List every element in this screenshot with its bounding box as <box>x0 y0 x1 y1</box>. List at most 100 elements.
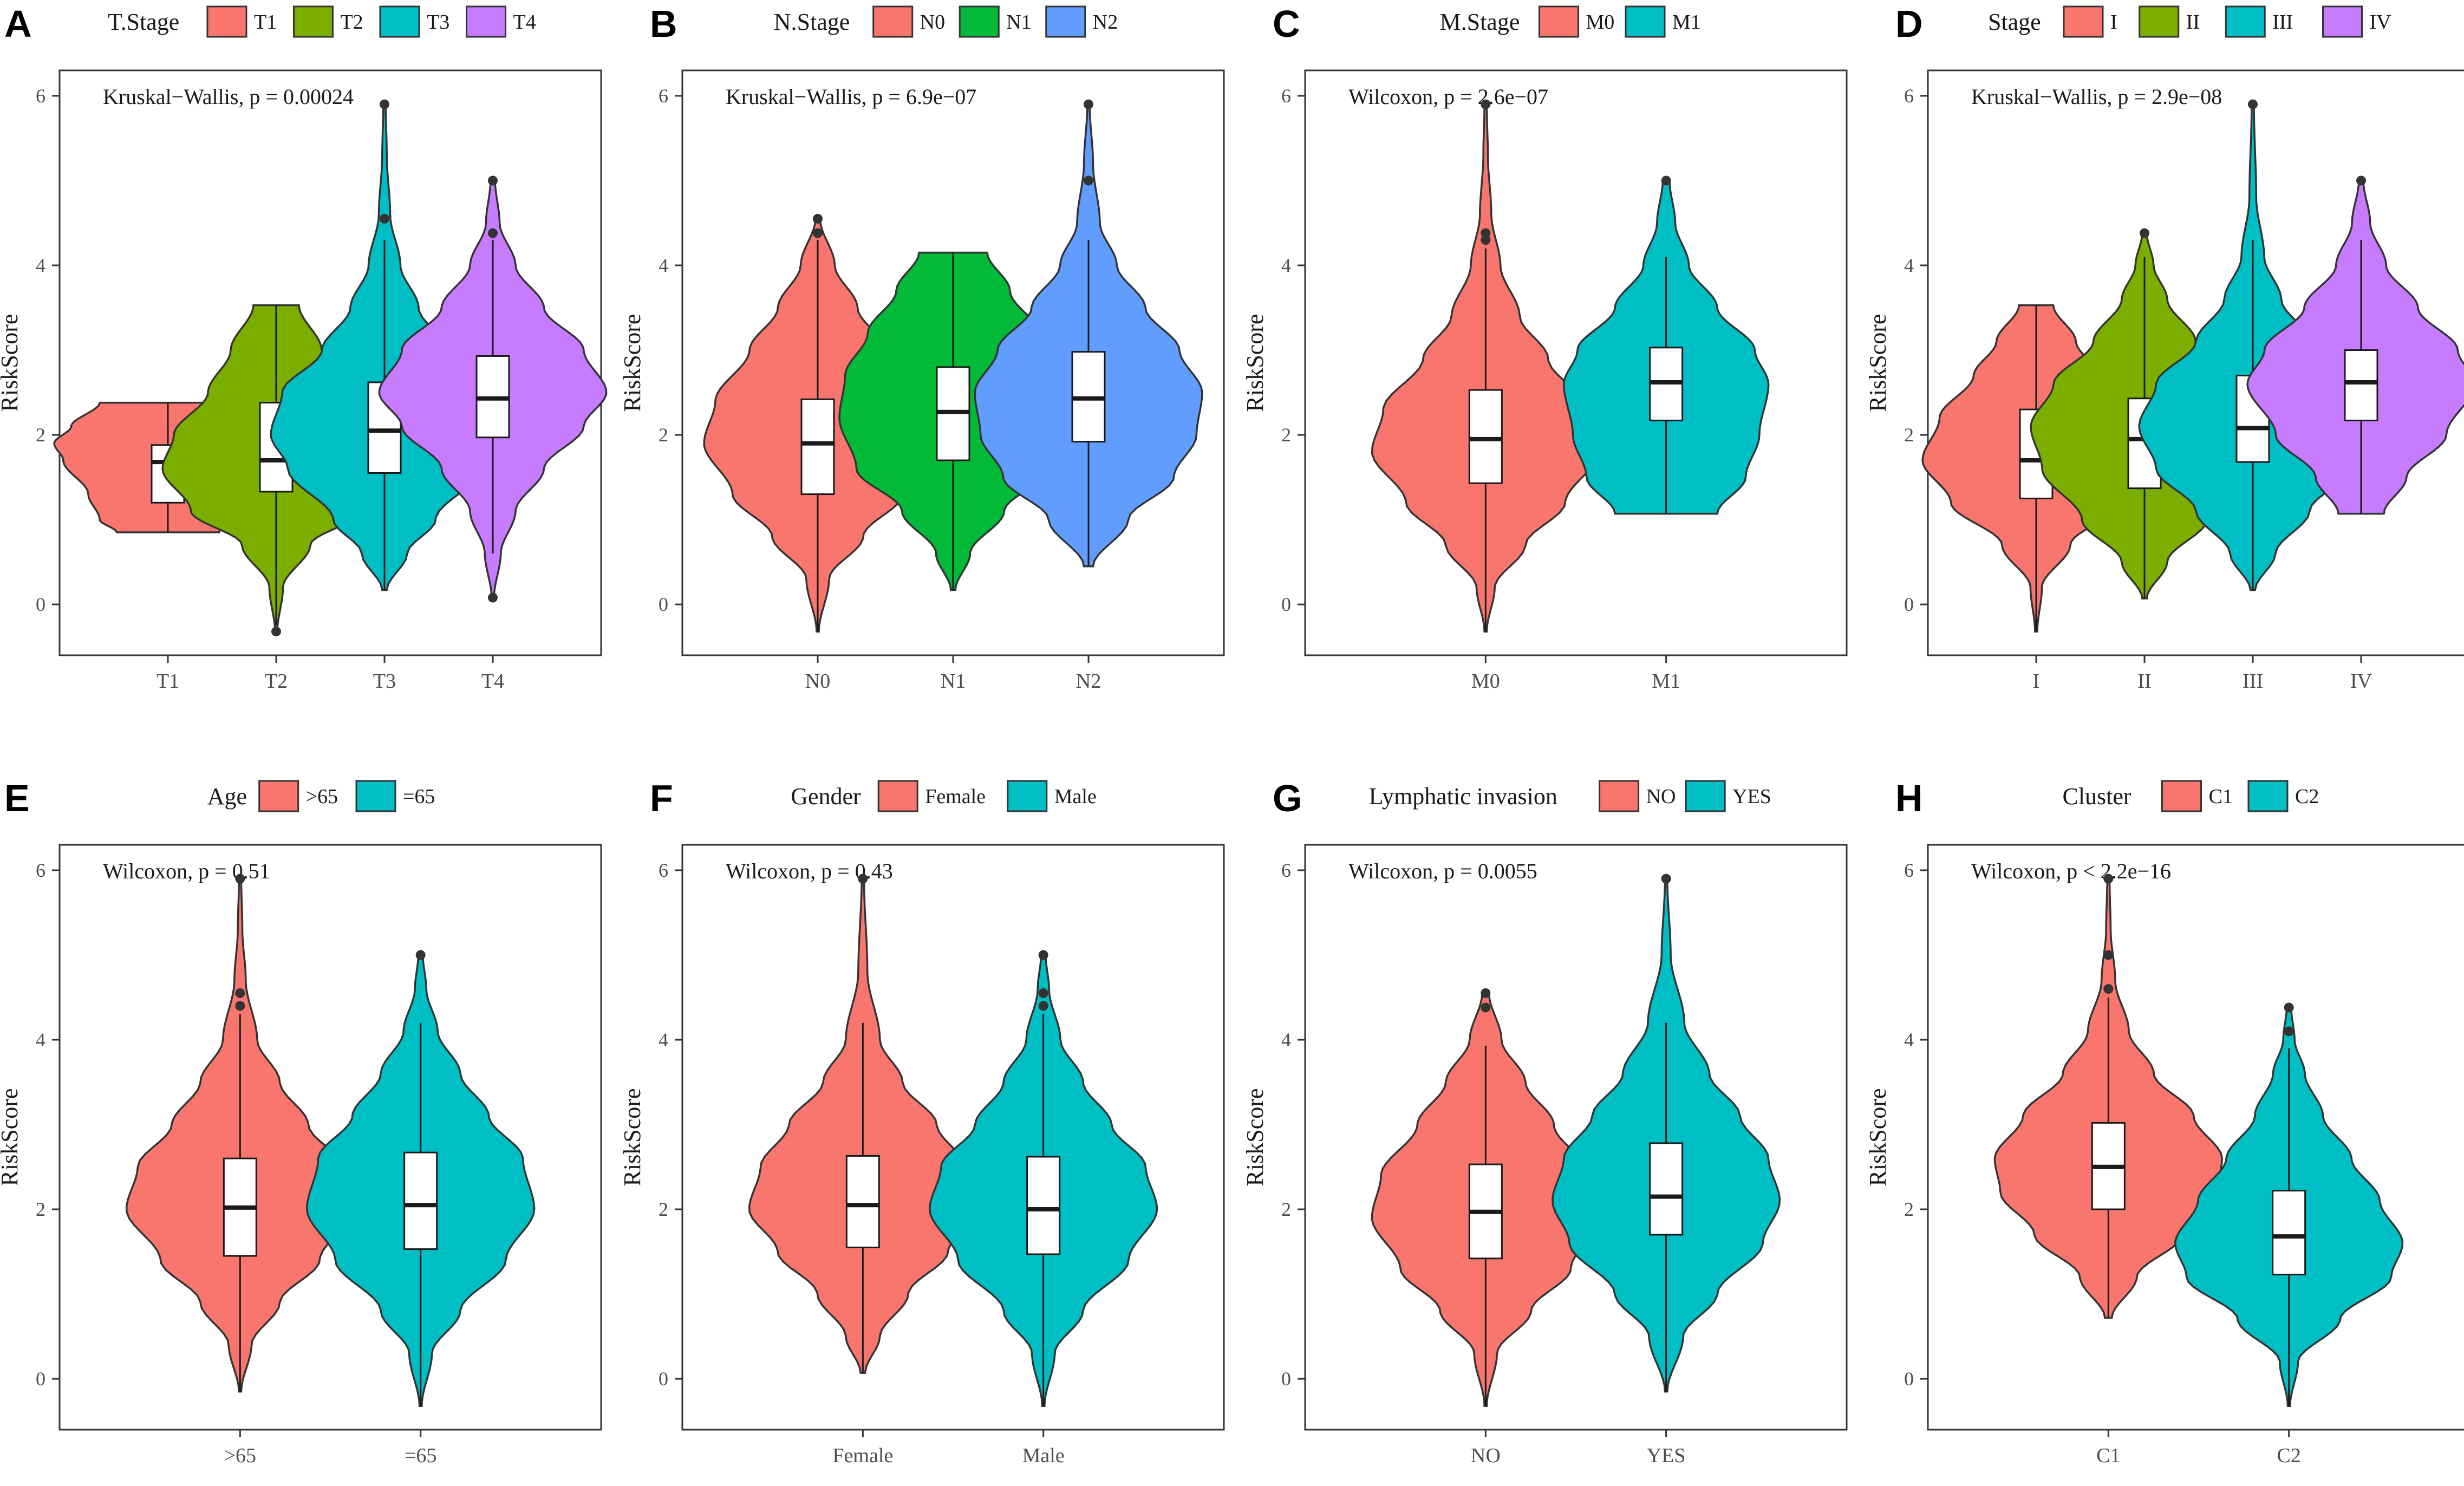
x-tick-label-male: Male <box>1022 1444 1065 1467</box>
outlier-point <box>1084 175 1093 186</box>
legend-swatch-t3 <box>379 5 420 38</box>
legend-swatch-iii <box>2225 5 2266 38</box>
violin-yes <box>1552 874 1781 1393</box>
y-tick-label: 2 <box>1904 1198 1914 1220</box>
panel-letter: F <box>650 777 673 819</box>
test-label: Kruskal−Wallis, p = 2.9e−08 <box>1971 84 2222 109</box>
legend-swatch-female <box>877 780 918 812</box>
legend-swatch-n0 <box>872 5 914 38</box>
box-iqr <box>1468 389 1503 484</box>
violin-m1 <box>1562 175 1770 515</box>
plot-panel-border <box>1304 844 1848 1431</box>
y-tick-label: 6 <box>1281 859 1291 881</box>
x-tick-label-n1: N1 <box>941 670 966 693</box>
legend-title: Stage <box>1988 9 2041 35</box>
violin-no <box>1371 988 1600 1407</box>
panel-letter: C <box>1273 3 1300 45</box>
legend-swatch-n1 <box>959 5 1000 38</box>
x-tick-label-iv: IV <box>2350 670 2372 693</box>
outlier-point <box>1481 228 1491 238</box>
legend-label-n1: N1 <box>1006 11 1031 34</box>
y-axis-label: RiskScore <box>0 314 23 412</box>
legend-label-female: Female <box>925 785 986 808</box>
test-label: Wilcoxon, p = 0.51 <box>103 859 270 883</box>
plot-panel-border <box>58 844 602 1431</box>
plot-panel-border <box>58 69 602 656</box>
outlier-point <box>1038 988 1048 998</box>
y-axis-label: RiskScore <box>1865 314 1891 412</box>
violin->65 <box>126 874 355 1393</box>
y-tick-label: 4 <box>659 255 668 276</box>
y-tick-label: 0 <box>659 594 668 615</box>
violin-m0 <box>1371 99 1600 633</box>
plot-panel-border <box>1304 69 1848 656</box>
violin-=65 <box>305 950 536 1407</box>
outlier-point <box>1481 235 1491 245</box>
y-axis-label: RiskScore <box>619 314 646 412</box>
violin-male <box>928 950 1158 1407</box>
y-tick-label: 4 <box>1281 255 1291 276</box>
panel-c: C M.Stage M0 M1 RiskScore 0 2 4 6 Wilcoxon, p = 2… <box>1242 3 1848 693</box>
legend: Age >65 =65 <box>207 780 435 812</box>
x-tick-label-=65: =65 <box>405 1444 436 1467</box>
legend-title: M.Stage <box>1439 9 1520 35</box>
legend-label-yes: YES <box>1732 785 1771 808</box>
legend-swatch-c1 <box>2161 780 2202 812</box>
x-tick-label-n2: N2 <box>1076 670 1101 693</box>
violin-iv <box>2246 175 2464 515</box>
test-label: Kruskal−Wallis, p = 6.9e−07 <box>726 84 976 109</box>
legend-label-n0: N0 <box>920 11 945 34</box>
panel-letter: B <box>650 3 677 45</box>
legend: Cluster C1 C2 <box>2062 780 2319 812</box>
box-iqr <box>1026 1156 1061 1255</box>
y-axis-label: RiskScore <box>1242 1089 1268 1187</box>
y-tick-label: 0 <box>659 1368 668 1390</box>
legend-swatch-t1 <box>206 5 247 38</box>
y-tick-label: 6 <box>659 85 668 107</box>
test-label: Wilcoxon, p < 2.2e−16 <box>1971 859 2171 883</box>
panel-letter: G <box>1273 777 1302 819</box>
legend-label-i: I <box>2110 11 2117 34</box>
legend: Gender Female Male <box>791 780 1097 812</box>
y-axis-label: RiskScore <box>0 1089 23 1187</box>
test-label: Wilcoxon, p = 2.6e−07 <box>1348 84 1548 109</box>
outlier-point <box>1084 99 1093 109</box>
outlier-point <box>2284 1026 2294 1037</box>
panel-h: H Cluster C1 C2 RiskScore 0 2 4 6 Wilcoxon, p < 2… <box>1865 777 2464 1467</box>
y-tick-label: 6 <box>36 85 45 107</box>
y-tick-label: 6 <box>1904 85 1914 107</box>
legend-label-t1: T1 <box>254 11 277 34</box>
legend-swatch-male <box>1007 780 1048 812</box>
outlier-point <box>1661 175 1671 186</box>
violin-t4 <box>378 175 608 603</box>
outlier-point <box>2103 984 2114 994</box>
legend: T.Stage T1 T2 T3 T4 <box>108 5 536 38</box>
legend-swatch-m1 <box>1625 5 1666 38</box>
legend-label-m0: M0 <box>1586 11 1614 34</box>
x-tick-label-yes: YES <box>1647 1444 1686 1467</box>
panel-g: G Lymphatic invasion NO YES RiskScore 0 2 4 6 Wil… <box>1242 777 1848 1467</box>
legend-title: Gender <box>791 783 861 810</box>
violin-n0 <box>703 213 933 633</box>
x-tick-label-iii: III <box>2243 670 2263 693</box>
legend-label-iv: IV <box>2370 11 2392 34</box>
legend-label-no: NO <box>1646 785 1676 808</box>
y-tick-label: 4 <box>1904 1029 1914 1051</box>
legend-label-c1: C1 <box>2208 785 2232 808</box>
outlier-point <box>1481 988 1491 998</box>
x-tick-label-female: Female <box>832 1444 893 1467</box>
panel-e: E Age >65 =65 RiskScore 0 2 4 6 Wilcoxon, p = 0.5… <box>0 777 602 1467</box>
legend-title: Age <box>207 783 247 810</box>
x-tick-label-t2: T2 <box>265 670 288 693</box>
outlier-point <box>813 213 823 224</box>
legend-label-ii: II <box>2186 11 2200 34</box>
x-tick-label-m0: M0 <box>1471 670 1500 693</box>
y-tick-label: 4 <box>36 1029 45 1051</box>
plot-panel-border <box>681 844 1225 1431</box>
legend-label-c2: C2 <box>2295 785 2319 808</box>
panel-letter: E <box>4 777 30 819</box>
outlier-point <box>2248 99 2258 109</box>
y-tick-label: 2 <box>1281 424 1291 446</box>
legend-title: Cluster <box>2062 783 2131 810</box>
